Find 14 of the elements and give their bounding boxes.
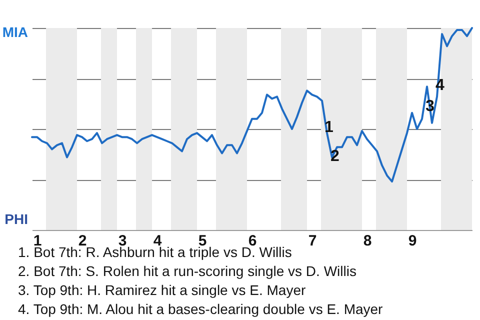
- x-tick-label: 7: [308, 232, 317, 250]
- text: 3. Top 9th: H. Ramirez hit a single vs E. Mayer: [18, 281, 307, 300]
- x-tick-label: 8: [363, 232, 372, 250]
- text: PHI: [4, 211, 28, 227]
- x-tick-label: 4: [153, 232, 162, 250]
- x-tick-label: 9: [408, 232, 417, 250]
- x-tick-label: 5: [198, 232, 207, 250]
- x-tick-label: 2: [78, 232, 87, 250]
- text: 2. Bot 7th: S. Rolen hit a run-scoring single vs D. Willis: [18, 262, 358, 281]
- text: MIA: [2, 24, 28, 40]
- annotation: 2: [330, 148, 340, 166]
- x-tick-label: 6: [248, 232, 257, 250]
- x-tick-label: 3: [118, 232, 127, 250]
- text: 4. Top 9th: M. Alou hit a bases-clearing double vs E. Mayer: [18, 300, 383, 319]
